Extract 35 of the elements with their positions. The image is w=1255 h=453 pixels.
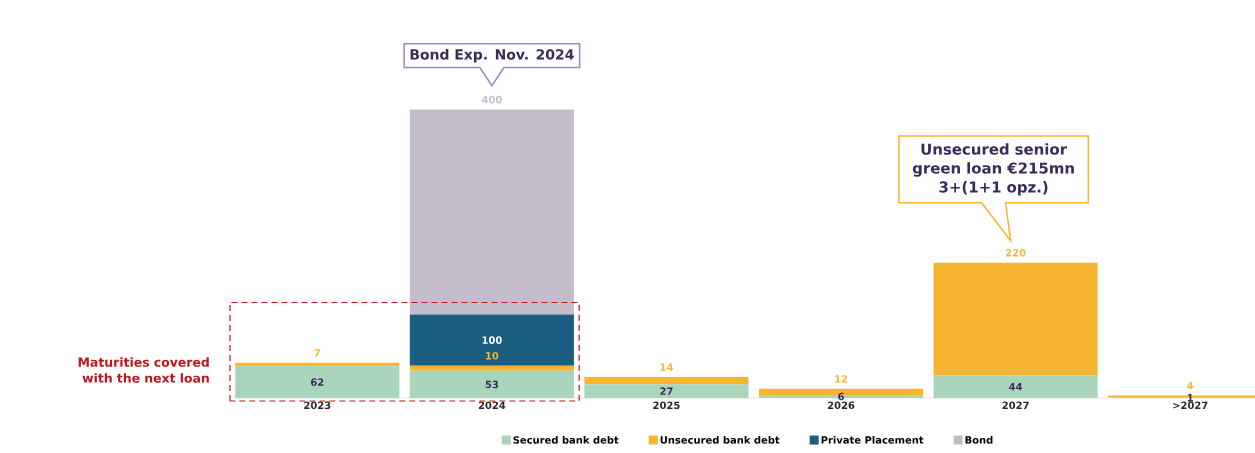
legend-label: Secured bank debt: [513, 436, 619, 444]
text: Maturities covered with the next loan: [78, 357, 209, 383]
data-label: 12: [835, 375, 848, 383]
data-label: 10: [486, 351, 499, 360]
x-tick-label: 2024: [478, 401, 506, 410]
legend-label: Unsecured bank debt: [660, 436, 780, 444]
bar: [409, 370, 574, 398]
legend-label: Bond: [965, 436, 993, 444]
data-label: 27: [660, 387, 673, 395]
bar: [235, 366, 400, 398]
data-label: 100: [482, 336, 502, 344]
bar: [933, 375, 1098, 398]
bar: [409, 365, 574, 371]
data-label: 4: [1187, 381, 1194, 390]
data-label: 53: [485, 380, 499, 389]
legend-label: Private Placement: [821, 436, 924, 444]
x-tick-label: 2026: [827, 401, 855, 410]
data-label: 1: [1187, 394, 1193, 402]
bar: [584, 384, 749, 398]
bar: [409, 109, 574, 315]
text: Bond Exp. Nov. 2024: [410, 48, 574, 63]
bar: [933, 262, 1098, 376]
data-label: 7: [314, 349, 320, 357]
bar: [584, 377, 749, 385]
data-label: 220: [1005, 249, 1026, 257]
data-label: 62: [310, 378, 324, 386]
x-tick-label: 2027: [1002, 401, 1029, 410]
x-tick-label: 2023: [304, 401, 331, 410]
x-tick-label: >2027: [1173, 401, 1208, 410]
data-label: 14: [660, 363, 673, 371]
annotation: Unsecured senior green loan €215mn 3+(1+1 opz.): [912, 143, 1074, 196]
data-label: 44: [1009, 383, 1023, 391]
data-label: 400: [481, 95, 502, 104]
x-tick-label: 2025: [653, 401, 680, 410]
bar: [409, 314, 574, 366]
